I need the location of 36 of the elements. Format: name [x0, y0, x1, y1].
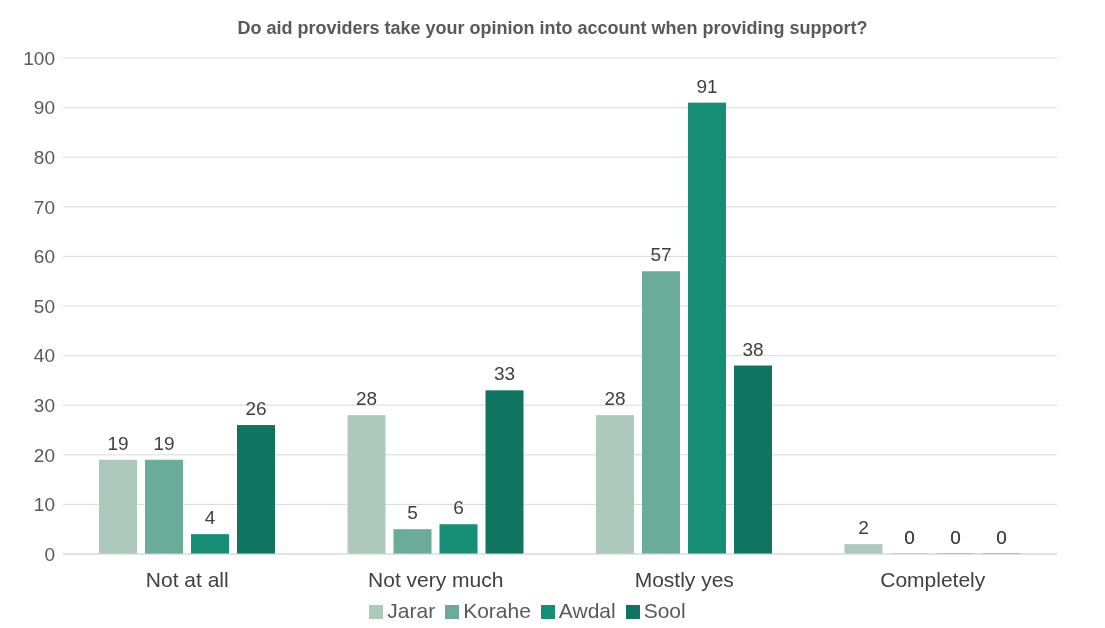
- data-label: 6: [453, 497, 464, 519]
- y-tick-label: 80: [33, 146, 55, 168]
- legend-label: Awdal: [558, 599, 616, 622]
- data-label: 91: [696, 75, 718, 97]
- y-tick-label: 30: [33, 394, 55, 416]
- x-tick-label: Not at all: [145, 567, 229, 591]
- y-tick-label: 40: [33, 345, 55, 367]
- data-label: 19: [107, 432, 129, 454]
- data-label: 2: [858, 517, 869, 539]
- y-tick-label: 60: [33, 246, 55, 268]
- legend-label: Korahe: [463, 599, 531, 622]
- y-tick-label: 20: [33, 444, 55, 466]
- data-label: 33: [493, 363, 516, 385]
- data-label: 19: [153, 432, 175, 454]
- x-tick-label: Completely: [880, 567, 986, 591]
- legend-label: Jarar: [387, 599, 436, 622]
- y-tick-label: 50: [33, 295, 55, 317]
- data-label: 38: [742, 338, 764, 360]
- y-tick-label: 100: [23, 47, 55, 69]
- y-tick-label: 10: [33, 494, 55, 516]
- x-tick-label: Not very much: [368, 567, 504, 591]
- y-tick-label: 70: [33, 196, 55, 218]
- data-label: 5: [407, 502, 418, 524]
- y-tick-label: 0: [44, 543, 55, 565]
- data-label: 26: [245, 398, 267, 420]
- chart-title: Do aid providers take your opinion into account when providing support?: [236, 17, 869, 40]
- data-label: 57: [650, 244, 672, 266]
- data-label: 28: [355, 388, 378, 410]
- data-label: 0: [996, 527, 1007, 548]
- x-tick-label: Mostly yes: [634, 567, 734, 591]
- data-label: 0: [904, 527, 915, 548]
- legend-label: Sool: [643, 599, 686, 622]
- data-label: 28: [604, 388, 626, 410]
- y-tick-label: 90: [33, 97, 55, 119]
- data-label: 0: [950, 527, 961, 548]
- data-label: 4: [204, 507, 216, 529]
